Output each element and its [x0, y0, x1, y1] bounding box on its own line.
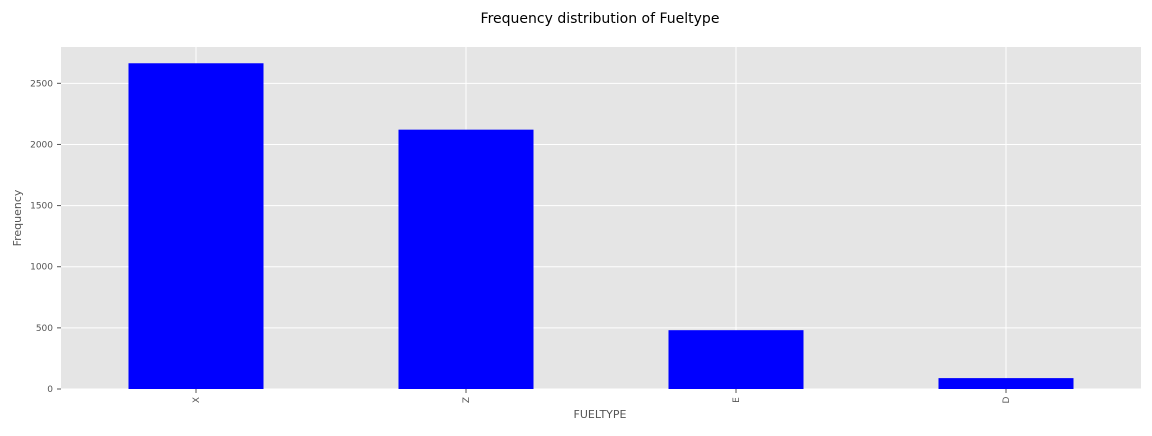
y-tick-label: 1000: [30, 263, 53, 273]
x-tick-label: D: [1002, 396, 1012, 403]
y-tick-label: 2500: [30, 79, 53, 89]
bars: [128, 63, 1074, 390]
y-tick-label: 0: [47, 385, 53, 395]
y-tick-label: 2000: [30, 140, 53, 150]
bar-Z: [398, 129, 534, 389]
bar-D: [938, 378, 1074, 389]
bar-X: [128, 63, 264, 390]
y-tick-label: 500: [36, 324, 53, 334]
y-tick-label: 1500: [30, 202, 53, 212]
x-tick-label: X: [192, 397, 202, 403]
x-tick-label: Z: [462, 397, 472, 403]
bar-E: [668, 330, 804, 389]
x-tick-label: E: [732, 397, 742, 403]
y-axis-label: Frequency: [11, 189, 24, 246]
y-axis-ticks: 0 500 1000 1500 2000 2500: [30, 79, 61, 395]
x-axis-label: FUELTYPE: [574, 408, 627, 421]
chart-title: Frequency distribution of Fueltype: [481, 11, 720, 27]
